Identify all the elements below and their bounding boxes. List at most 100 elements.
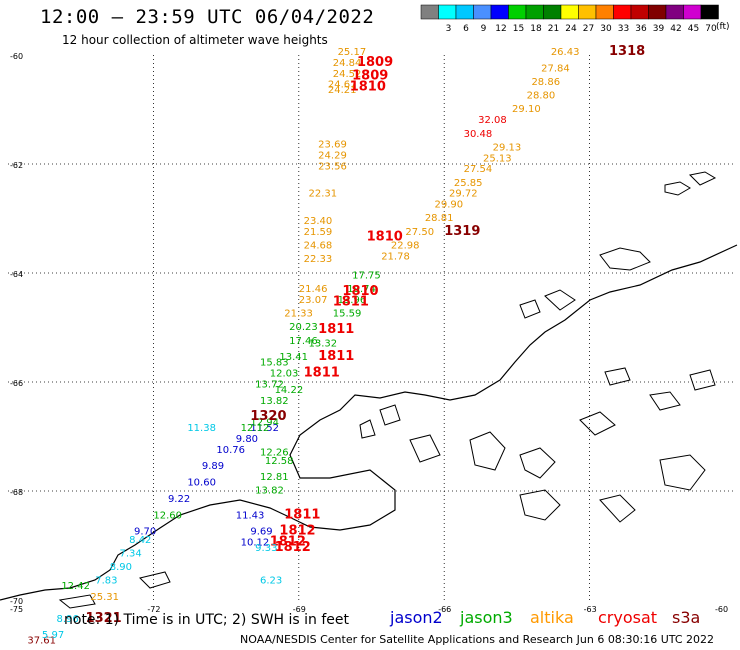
- wave-height-label: 30.48: [464, 129, 493, 140]
- satellite-s3a: s3a: [672, 608, 701, 627]
- wave-height-label: 9.33: [255, 543, 277, 554]
- wave-height-label: 14.22: [275, 385, 304, 396]
- legend-swatch: [700, 4, 719, 20]
- wave-height-label: 24.21: [328, 85, 357, 96]
- lon-tick-label: -75: [10, 605, 23, 614]
- coastline-island: [599, 494, 636, 523]
- legend-label: 30: [600, 24, 612, 34]
- legend-label: 39: [653, 24, 665, 34]
- wave-height-label: 23.40: [304, 216, 333, 227]
- lon-tick-label: -69: [293, 605, 306, 614]
- legend-swatch: [508, 4, 527, 20]
- wave-height-label: 24.29: [318, 151, 347, 162]
- coastline-island: [519, 447, 556, 479]
- wave-height-label: 11.52: [250, 423, 279, 434]
- wave-height-label: 5.97: [42, 630, 64, 641]
- wave-height-label: 12.42: [61, 581, 90, 592]
- lon-tick-label: -66: [438, 605, 451, 614]
- wave-height-label: 13.82: [255, 486, 284, 497]
- wave-height-label: 1811: [318, 349, 354, 364]
- legend-swatch: [420, 4, 439, 20]
- legend-label: 45: [688, 24, 699, 34]
- legend-swatch: [525, 4, 544, 20]
- legend-swatch: [560, 4, 579, 20]
- wave-height-label: 24.68: [304, 240, 333, 251]
- coastline-island: [139, 571, 171, 589]
- legend-swatch: [630, 4, 649, 20]
- satellite-jason3: jason3: [460, 608, 513, 627]
- lon-tick-label: -63: [584, 605, 597, 614]
- wave-height-label: 27.50: [405, 227, 434, 238]
- lat-tick-label: -70: [10, 597, 23, 606]
- legend-label: 9: [481, 24, 487, 34]
- legend-label: 70: [705, 24, 717, 34]
- lat-tick-label: -64: [10, 270, 23, 279]
- legend-label: 36: [635, 24, 647, 34]
- wave-height-label: 21.46: [299, 284, 328, 295]
- coastline-island: [604, 367, 631, 386]
- map-subtitle: 12 hour collection of altimeter wave hei…: [62, 33, 328, 47]
- wave-height-label: 1809: [352, 69, 388, 84]
- legend-label: 24: [565, 24, 577, 34]
- wave-height-label: 1811: [284, 507, 320, 522]
- coastline-island: [664, 181, 691, 196]
- wave-height-label: 24.84: [333, 58, 362, 69]
- wave-height-label: 9.70: [134, 527, 156, 538]
- satellite-jason2: jason2: [390, 608, 443, 627]
- wave-height-label: 15.83: [260, 358, 289, 369]
- coastline-peninsula: [0, 244, 738, 601]
- wave-height-label: 7.83: [95, 576, 117, 587]
- wave-height-label: 29.10: [512, 104, 541, 115]
- wave-height-label: 25.85: [454, 178, 483, 189]
- wave-height-label: 25.17: [338, 47, 367, 58]
- wave-height-label: 12.94: [250, 418, 279, 429]
- wave-height-label: 7.34: [119, 548, 141, 559]
- coastline-island: [688, 171, 717, 186]
- legend-label: 15: [513, 24, 524, 34]
- wave-height-label: 1320: [250, 409, 286, 424]
- wave-height-label: 27.84: [541, 63, 570, 74]
- coastline-island: [689, 369, 716, 391]
- wave-height-label: 28.86: [531, 77, 560, 88]
- wave-height-label: 20.23: [289, 322, 318, 333]
- wave-height-label: 8.42: [129, 535, 151, 546]
- lat-tick-label: -60: [10, 52, 23, 61]
- satellite-cryosat: cryosat: [598, 608, 658, 627]
- lat-tick-label: -62: [10, 161, 23, 170]
- wave-height-label: 21.33: [284, 309, 313, 320]
- wave-height-label: 28.81: [425, 213, 454, 224]
- legend-swatch: [595, 4, 614, 20]
- coastline: [0, 171, 738, 609]
- coastline-island: [659, 454, 706, 491]
- wave-height-label: 10.12: [241, 538, 270, 549]
- wave-height-label: 12.26: [260, 448, 289, 459]
- wave-height-label: 1321: [86, 611, 122, 626]
- legend-label: 27: [583, 24, 594, 34]
- legend-unit: (ft): [716, 22, 730, 32]
- wave-height-label: 1811: [333, 295, 369, 310]
- legend-label: 18: [530, 24, 542, 34]
- legend-swatch: [613, 4, 632, 20]
- legend-swatch: [683, 4, 702, 20]
- legend-swatch: [438, 4, 457, 20]
- wave-height-label: 13.96: [338, 295, 367, 306]
- coastline-island: [544, 289, 576, 311]
- coastline-island: [649, 391, 681, 411]
- wave-height-label: 32.08: [478, 115, 507, 126]
- wave-height-label: 25.31: [90, 592, 119, 603]
- wave-height-label: 19.74: [347, 284, 376, 295]
- wave-height-label: 1812: [279, 524, 315, 539]
- legend-label: 42: [670, 24, 681, 34]
- wave-height-label: 1809: [357, 55, 393, 70]
- wave-height-label: 23.07: [299, 295, 328, 306]
- wave-height-label: 1812: [275, 540, 311, 555]
- coastline-island: [409, 434, 441, 463]
- wave-height-label: 21.78: [381, 251, 410, 262]
- wave-height-label: 1812: [270, 535, 306, 550]
- legend-swatch: [665, 4, 684, 20]
- wave-height-label: 17.75: [352, 270, 381, 281]
- color-legend: 3 6 9 12 15 18 21 24 27 30 33 36 39 42 45 70: [420, 4, 719, 34]
- wave-height-label: 9.89: [202, 461, 224, 472]
